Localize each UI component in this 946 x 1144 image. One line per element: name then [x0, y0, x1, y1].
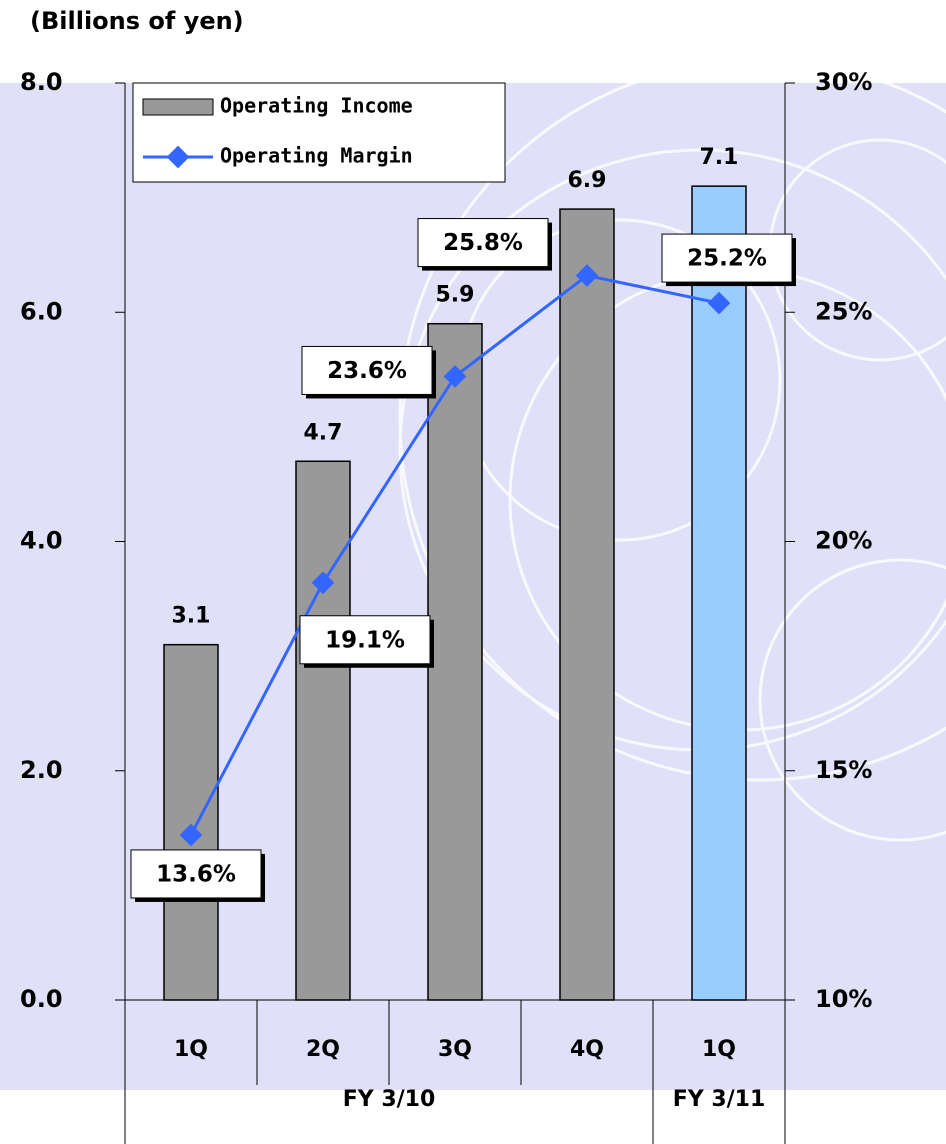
x-tick-label: 3Q [438, 1037, 472, 1062]
bar [163, 643, 219, 1001]
group-label: FY 3/10 [343, 1087, 436, 1112]
bar-value-label: 7.1 [700, 145, 739, 170]
bar-value-label: 3.1 [172, 604, 211, 629]
line-value-label: 25.2% [687, 246, 767, 272]
legend-swatch [142, 98, 214, 116]
bar [427, 322, 483, 1001]
legend-label: Operating Income [220, 94, 413, 118]
label-box [299, 615, 431, 665]
x-tick-label: 2Q [306, 1037, 340, 1062]
y2-tick-label: 10% [815, 985, 872, 1013]
marker [443, 365, 467, 388]
y-tick-label: 4.0 [20, 527, 63, 555]
y2-tick-label: 20% [815, 527, 872, 555]
legend-label: Operating Margin [220, 144, 413, 168]
label-box [661, 233, 793, 283]
x-tick-label: 1Q [702, 1037, 736, 1062]
label-box [130, 849, 262, 899]
marker [707, 291, 731, 315]
marker [575, 264, 599, 287]
x-tick-label: 4Q [570, 1037, 604, 1062]
line-value-label: 19.1% [325, 627, 405, 653]
label-box [417, 218, 549, 268]
marker [311, 571, 335, 595]
bar [559, 208, 615, 1001]
bar-value-label: 6.9 [568, 168, 607, 193]
y-tick-label: 6.0 [20, 297, 63, 325]
bar-value-label: 5.9 [436, 283, 475, 308]
y2-tick-label: 30% [815, 68, 872, 96]
y-tick-label: 8.0 [20, 68, 63, 96]
bar [295, 460, 351, 1001]
chart-title: (Billions of yen) [30, 7, 244, 35]
line-value-label: 25.8% [443, 230, 523, 256]
line-value-label: 13.6% [156, 861, 236, 887]
y2-tick-label: 25% [815, 297, 872, 325]
y-tick-label: 0.0 [20, 985, 63, 1013]
x-tick-label: 1Q [174, 1037, 208, 1062]
y-tick-label: 2.0 [20, 756, 63, 784]
bar-value-label: 4.7 [304, 420, 343, 445]
line-value-label: 23.6% [327, 358, 407, 384]
group-label: FY 3/11 [673, 1087, 766, 1112]
bar [691, 185, 747, 1001]
label-box [301, 345, 433, 395]
y2-tick-label: 15% [815, 756, 872, 784]
